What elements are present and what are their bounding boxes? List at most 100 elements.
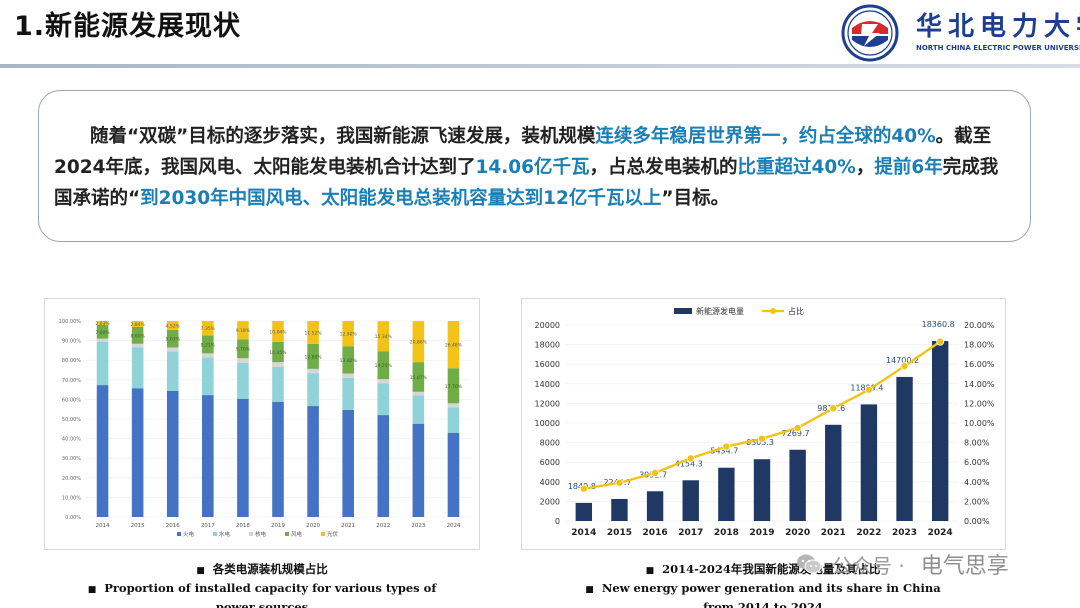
bar-segment <box>96 341 109 386</box>
bar-segment <box>377 379 390 384</box>
bar-segment <box>307 321 319 344</box>
data-label: 12.80% <box>305 354 323 360</box>
y-tick-label: 50.00% <box>62 417 81 423</box>
data-label: 13.82% <box>340 358 358 364</box>
legend-label: 水电 <box>219 530 231 538</box>
left-caption-en-2: power sources <box>215 600 309 608</box>
x-tick-label: 2018 <box>236 523 250 529</box>
body-text: 。截至2024年底，我国风电、太阳能发电装机合计达到了 <box>54 126 992 178</box>
university-emblem-icon <box>841 4 899 62</box>
y-right-tick-label: 8.00% <box>964 439 990 448</box>
x-tick-label: 2017 <box>201 523 215 529</box>
bar-segment <box>166 347 179 352</box>
capacity-share-chart: 0.00% 10.00% 20.00% 30.00% 40.00% 50.00% 60.00… <box>44 298 480 550</box>
watermark-label: 公众号 · <box>832 553 905 578</box>
x-tick-label: 2021 <box>821 528 846 538</box>
body-text: ，占总发电装机的 <box>589 157 738 178</box>
bar-segment <box>202 321 214 336</box>
y-right-tick-label: 2.00% <box>964 497 990 506</box>
bar-segment <box>96 321 109 325</box>
university-name-cn: 华北电力大学 <box>916 12 1080 42</box>
y-left-tick-label: 18000 <box>535 341 560 350</box>
y-left-tick-label: 10000 <box>535 419 560 428</box>
y-left-tick-label: 8000 <box>540 439 560 448</box>
legend-label: 光伏 <box>327 530 339 538</box>
x-tick-label: 2015 <box>607 528 632 538</box>
x-tick-label: 2019 <box>749 528 774 538</box>
bar-segment <box>202 395 214 517</box>
bar-segment <box>96 324 109 339</box>
bar-segment <box>447 321 460 369</box>
share-point <box>686 454 695 463</box>
bar-segment <box>237 358 249 363</box>
legend-label-line: 占比 <box>788 306 804 316</box>
bar-segment <box>131 326 144 344</box>
share-point <box>936 337 945 346</box>
share-point <box>793 423 802 432</box>
share-point <box>651 468 660 477</box>
legend-swatch <box>213 532 217 536</box>
y-left-tick-label: 4000 <box>540 478 560 487</box>
y-tick-label: 20.00% <box>62 476 81 482</box>
y-right-tick-label: 16.00% <box>964 360 995 369</box>
y-tick-label: 60.00% <box>62 397 81 403</box>
y-tick-label: 80.00% <box>62 358 81 364</box>
bar-segment <box>131 388 144 517</box>
bar <box>682 480 699 521</box>
y-tick-label: 90.00% <box>62 339 81 345</box>
legend-swatch-bar <box>674 308 692 314</box>
bullet-square-icon: ■ <box>585 585 594 595</box>
bar-segment <box>307 368 319 374</box>
bar-segment <box>412 321 425 363</box>
bar-segment <box>96 385 109 517</box>
y-left-tick-label: 20000 <box>535 321 560 330</box>
summary-box <box>38 90 1031 242</box>
y-tick-label: 0.00% <box>65 515 81 521</box>
y-right-tick-label: 4.00% <box>964 478 990 487</box>
x-tick-label: 2023 <box>411 523 425 529</box>
legend-marker-line <box>770 308 776 314</box>
x-tick-label: 2014 <box>96 523 110 529</box>
data-label: 10.45% <box>269 350 287 356</box>
data-label: 15.34% <box>375 334 393 340</box>
data-label: 20.86% <box>410 340 428 346</box>
y-right-tick-label: 12.00% <box>964 399 995 408</box>
body-text: 随着“双碳”目标的逐步落实，我国新能源飞速发展，装机规模 <box>90 126 596 147</box>
bar-segment <box>202 335 214 354</box>
bar <box>896 376 913 521</box>
bar-data-label: 14700.2 <box>886 356 919 365</box>
bullet-square-icon: ■ <box>196 566 205 576</box>
bar-segment <box>96 338 109 342</box>
x-tick-label: 2017 <box>678 528 703 538</box>
bar-segment <box>166 329 179 348</box>
x-tick-label: 2016 <box>643 528 668 538</box>
left-caption-en-1: Proportion of installed capacity for var… <box>104 581 437 595</box>
bar-segment <box>202 353 214 358</box>
right-caption-cn: 2014-2024年我国新能源发电量及其占比 <box>662 562 881 576</box>
y-right-tick-label: 14.00% <box>964 380 995 389</box>
bar <box>931 341 949 521</box>
data-label: 4.52% <box>166 323 181 329</box>
legend-swatch <box>285 532 289 536</box>
body-text: ”目标。 <box>661 188 730 209</box>
bar-segment <box>272 321 284 342</box>
y-left-tick-label: 12000 <box>535 399 560 408</box>
data-label: 9.70% <box>236 347 251 353</box>
slide-title: 1.新能源发展现状 <box>14 11 242 42</box>
bar-segment <box>131 321 144 327</box>
bar <box>825 424 842 521</box>
bar-segment <box>447 403 460 408</box>
x-tick-label: 2024 <box>928 528 953 538</box>
bar-segment <box>307 373 319 407</box>
legend-label-bar: 新能源发电量 <box>696 306 744 316</box>
bar <box>753 459 771 521</box>
bar-segment <box>237 399 249 517</box>
x-tick-label: 2019 <box>271 523 285 529</box>
watermark-account-name: 电气思享 <box>920 554 1009 579</box>
university-logo: 华北电力大学 NORTH CHINA ELECTRIC POWER UNIVER… <box>840 4 1080 62</box>
highlight-text: 连续多年稳居世界第一，约占全球的40% <box>595 126 936 147</box>
bar-segment <box>237 321 249 340</box>
header-divider <box>0 64 1080 68</box>
share-point <box>722 442 731 451</box>
data-label: 17.70% <box>445 384 463 390</box>
